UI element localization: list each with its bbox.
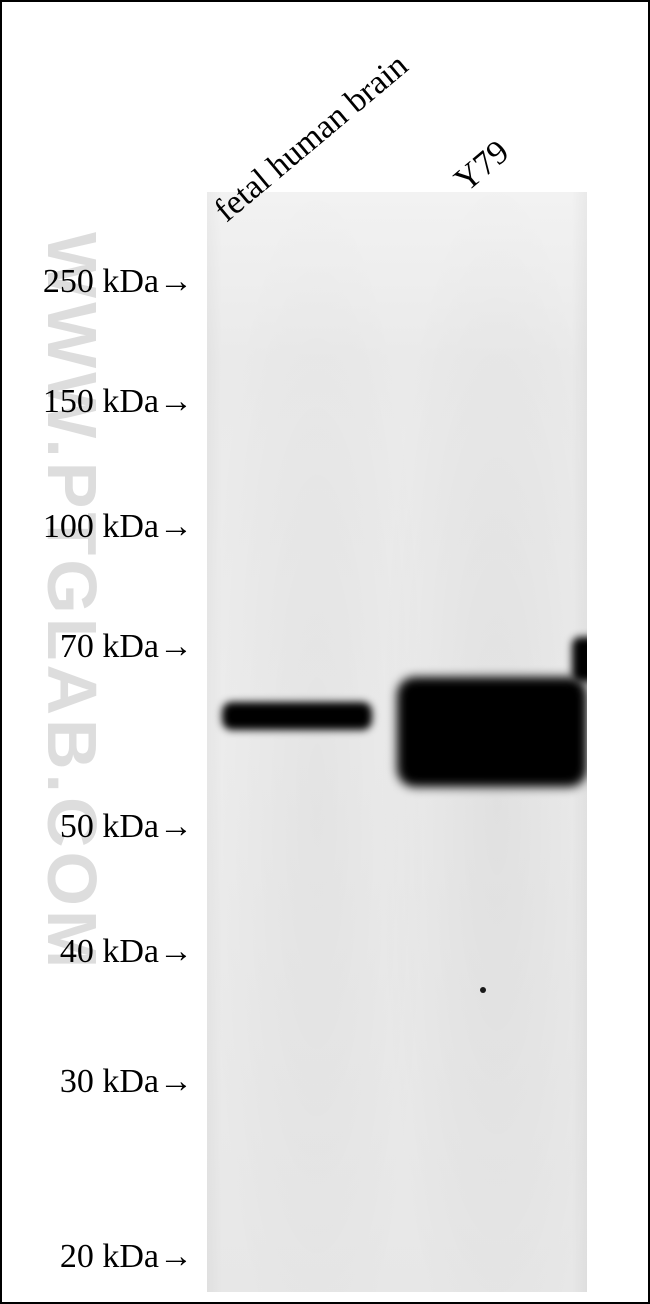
mw-marker-label: 50 kDa	[60, 808, 159, 845]
mw-marker-label: 100 kDa	[43, 508, 159, 545]
arrow-icon: →	[159, 262, 193, 300]
blot-membrane	[207, 192, 587, 1292]
arrow-icon: →	[159, 627, 193, 665]
arrow-icon: →	[159, 807, 193, 845]
arrow-icon: →	[159, 382, 193, 420]
mw-marker-5: 40 kDa→	[60, 932, 193, 971]
mw-marker-label: 40 kDa	[60, 933, 159, 970]
mw-marker-2: 100 kDa→	[43, 507, 193, 546]
mw-marker-label: 70 kDa	[60, 628, 159, 665]
mw-marker-3: 70 kDa→	[60, 627, 193, 666]
mw-marker-7: 20 kDa→	[60, 1237, 193, 1276]
lane-label-1: Y79	[448, 133, 517, 200]
mw-marker-6: 30 kDa→	[60, 1062, 193, 1101]
mw-marker-0: 250 kDa→	[43, 262, 193, 301]
mw-marker-4: 50 kDa→	[60, 807, 193, 846]
mw-marker-label: 20 kDa	[60, 1238, 159, 1275]
mw-marker-label: 30 kDa	[60, 1063, 159, 1100]
arrow-icon: →	[159, 507, 193, 545]
mw-marker-label: 250 kDa	[43, 263, 159, 300]
arrow-icon: →	[159, 1062, 193, 1100]
arrow-icon: →	[159, 932, 193, 970]
figure-container: WWW.PTGLAB.COM fetal human brainY79 250 …	[0, 0, 650, 1304]
membrane-shading	[207, 192, 587, 1292]
watermark-text: WWW.PTGLAB.COM	[32, 232, 112, 972]
mw-marker-label: 150 kDa	[43, 383, 159, 420]
mw-marker-1: 150 kDa→	[43, 382, 193, 421]
arrow-icon: →	[159, 1237, 193, 1275]
